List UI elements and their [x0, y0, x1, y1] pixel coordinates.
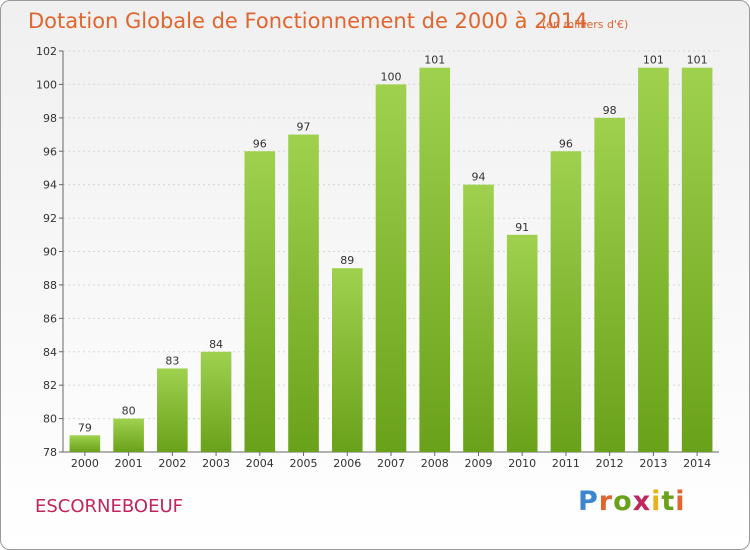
y-tick-label: 96: [43, 145, 57, 158]
bar-value-label: 83: [165, 354, 179, 367]
bar-value-label: 98: [603, 104, 617, 117]
x-tick-label: 2013: [639, 457, 667, 470]
x-tick-label: 2006: [333, 457, 361, 470]
y-tick-label: 84: [43, 346, 57, 359]
x-tick-label: 2009: [464, 457, 492, 470]
bar-value-label: 91: [515, 221, 529, 234]
bar-value-label: 94: [471, 171, 485, 184]
x-tick-label: 2011: [552, 457, 580, 470]
bar-value-label: 101: [687, 54, 708, 67]
y-tick-label: 94: [43, 179, 57, 192]
bar: [288, 134, 319, 452]
bar: [157, 368, 188, 452]
x-tick-label: 2012: [596, 457, 624, 470]
bar-value-label: 96: [253, 137, 267, 150]
x-tick-label: 2000: [71, 457, 99, 470]
x-tick-label: 2014: [683, 457, 711, 470]
bar-value-label: 79: [78, 421, 92, 434]
y-tick-label: 102: [36, 45, 57, 58]
bar-value-label: 89: [340, 254, 354, 267]
chart-title: Dotation Globale de Fonctionnement de 20…: [28, 9, 588, 33]
bar: [681, 67, 713, 452]
bar-value-label: 96: [559, 137, 573, 150]
bar-value-label: 97: [297, 121, 311, 134]
x-tick-label: 2010: [508, 457, 536, 470]
x-tick-label: 2001: [115, 457, 143, 470]
bar: [463, 184, 494, 452]
bar: [244, 151, 276, 452]
y-tick-label: 86: [43, 312, 57, 325]
y-tick-label: 82: [43, 379, 57, 392]
chart-subtitle: (en milliers d'€): [542, 18, 629, 31]
x-tick-label: 2007: [377, 457, 405, 470]
proxiti-logo: Proxiti: [578, 486, 686, 517]
y-tick-label: 92: [43, 212, 57, 225]
bar: [638, 67, 669, 452]
bar: [331, 268, 363, 452]
y-tick-label: 80: [43, 413, 57, 426]
bar: [594, 117, 625, 452]
bar: [113, 418, 144, 452]
y-tick-label: 88: [43, 279, 57, 292]
bar-value-label: 84: [209, 338, 223, 351]
y-tick-label: 78: [43, 446, 57, 459]
y-tick-label: 98: [43, 112, 57, 125]
bar-value-label: 101: [424, 54, 445, 67]
y-tick-label: 90: [43, 246, 57, 259]
x-tick-label: 2005: [290, 457, 318, 470]
bar: [200, 351, 232, 452]
y-tick-label: 100: [36, 78, 57, 91]
bar: [550, 151, 582, 452]
bar: [506, 234, 538, 452]
bar: [69, 435, 101, 452]
bar-value-label: 101: [643, 54, 664, 67]
bar: [375, 84, 407, 453]
bar-value-label: 80: [122, 405, 136, 418]
commune-name: ESCORNEBOEUF: [35, 496, 183, 517]
bar-value-label: 100: [381, 70, 402, 83]
x-tick-label: 2003: [202, 457, 230, 470]
bar: [419, 67, 451, 452]
x-tick-label: 2002: [158, 457, 186, 470]
x-tick-label: 2008: [421, 457, 449, 470]
x-tick-label: 2004: [246, 457, 274, 470]
